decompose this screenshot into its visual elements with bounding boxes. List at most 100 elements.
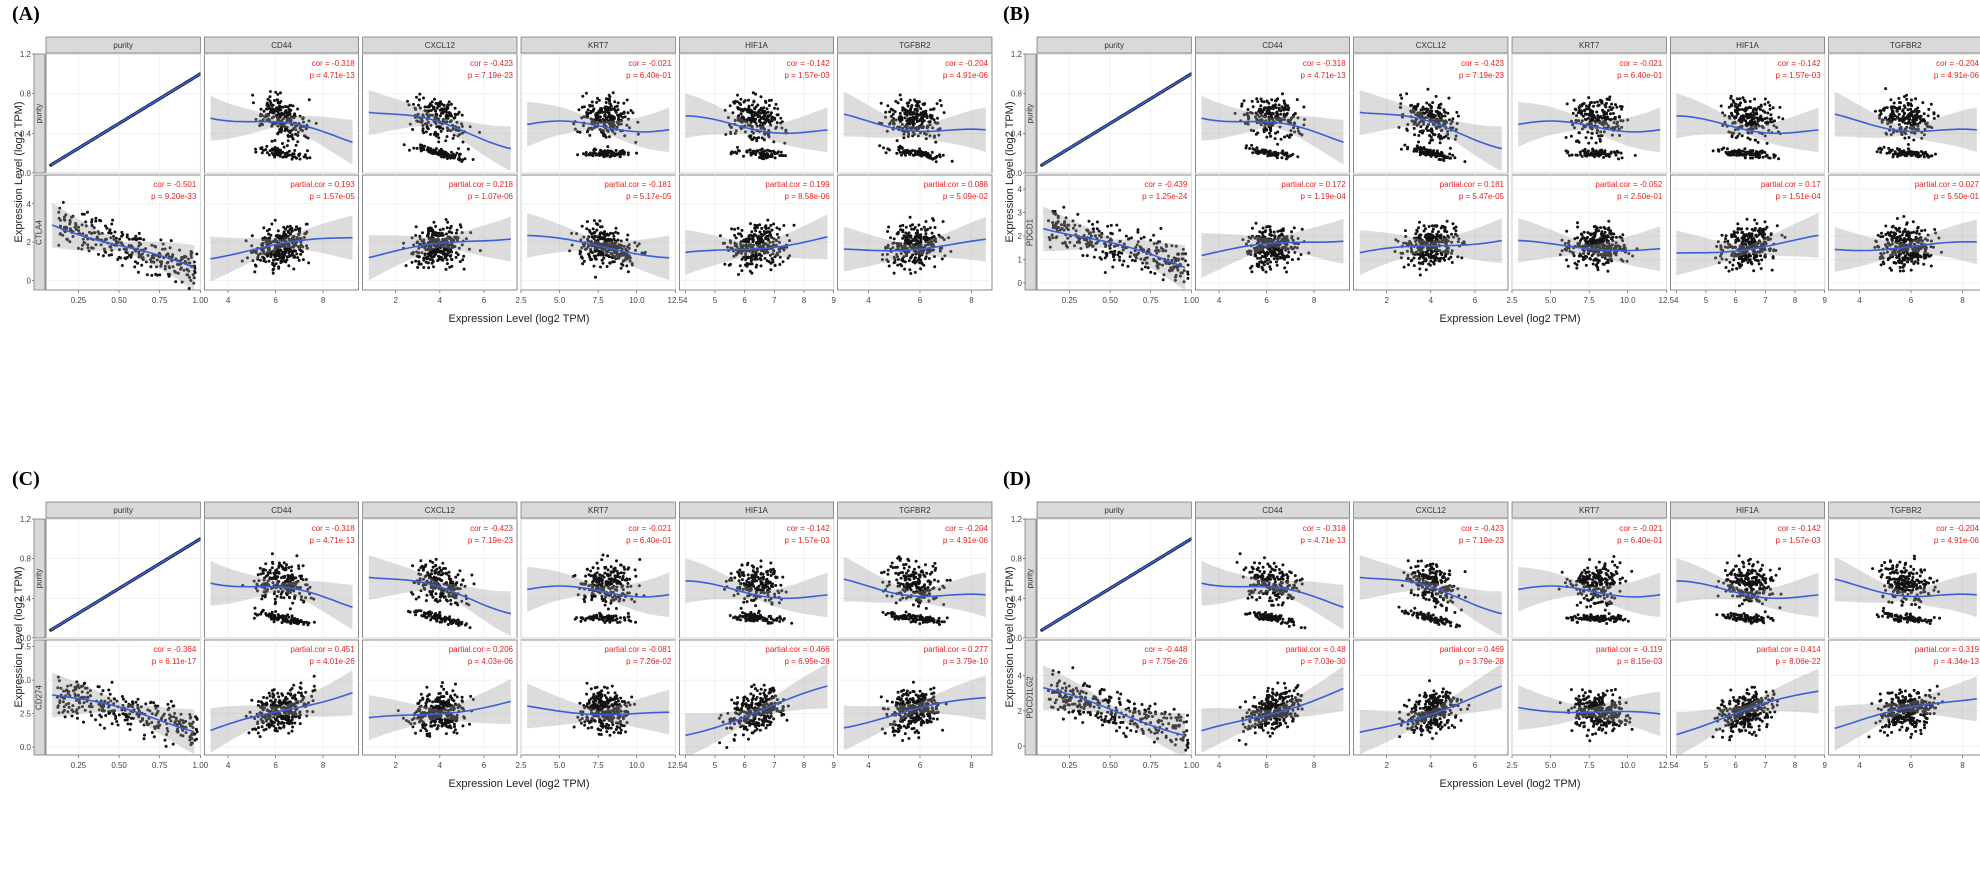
data-point xyxy=(447,100,451,104)
data-point xyxy=(1429,127,1433,131)
data-point xyxy=(130,251,134,255)
data-point xyxy=(1261,226,1265,230)
data-point xyxy=(1066,236,1070,240)
data-point xyxy=(161,242,165,246)
data-point xyxy=(176,271,180,275)
column-strip xyxy=(1036,36,1192,54)
data-point xyxy=(442,109,446,113)
data-point xyxy=(769,149,773,153)
data-point xyxy=(280,124,284,128)
data-point xyxy=(127,237,131,241)
data-point xyxy=(188,261,192,265)
data-point xyxy=(1264,229,1268,233)
y-tick-label: 2 xyxy=(1018,232,1023,241)
data-point xyxy=(911,125,914,129)
data-point xyxy=(626,111,630,115)
data-point xyxy=(1128,255,1132,259)
data-point xyxy=(240,259,244,263)
data-point xyxy=(187,287,191,290)
data-point xyxy=(286,113,290,117)
data-point xyxy=(453,245,457,249)
scatter-points xyxy=(1043,205,1190,290)
data-point xyxy=(1103,256,1107,260)
data-point xyxy=(915,107,919,111)
data-point xyxy=(460,124,464,128)
data-point xyxy=(445,258,449,262)
data-point xyxy=(615,125,619,129)
data-point xyxy=(759,111,763,115)
data-point xyxy=(273,139,277,142)
data-point xyxy=(767,129,771,132)
data-point xyxy=(627,126,631,130)
fit-line xyxy=(368,111,511,150)
data-point xyxy=(921,251,924,255)
data-point xyxy=(302,236,306,239)
data-point xyxy=(303,154,307,158)
data-point xyxy=(613,132,617,136)
data-point xyxy=(736,107,740,111)
data-point xyxy=(911,223,914,227)
data-point xyxy=(777,236,781,240)
data-point xyxy=(899,228,903,232)
data-point xyxy=(305,244,308,248)
data-point xyxy=(634,248,637,252)
column-strip-label: HIF1A xyxy=(745,41,768,50)
data-point xyxy=(911,149,914,152)
data-point xyxy=(612,237,616,241)
data-point xyxy=(449,102,453,106)
data-point xyxy=(307,261,311,265)
data-point xyxy=(916,250,920,254)
data-point xyxy=(919,258,923,262)
data-point xyxy=(927,257,931,260)
data-point xyxy=(280,122,284,126)
data-point xyxy=(301,258,305,262)
data-point xyxy=(878,144,882,148)
data-point xyxy=(149,258,152,262)
data-point xyxy=(609,231,612,235)
data-point xyxy=(254,264,258,268)
row-strip-label: CTLA4 xyxy=(35,220,44,245)
data-point xyxy=(769,111,773,115)
data-point xyxy=(614,230,618,234)
data-point xyxy=(746,237,750,241)
data-point xyxy=(1265,135,1269,139)
data-point xyxy=(1250,143,1254,147)
data-point xyxy=(61,233,65,237)
data-point xyxy=(1118,255,1122,259)
data-point xyxy=(299,128,303,132)
data-point xyxy=(288,117,291,121)
data-point xyxy=(902,246,906,250)
data-point xyxy=(1136,230,1140,234)
data-point xyxy=(755,139,759,143)
data-point xyxy=(767,230,771,234)
data-point xyxy=(898,118,901,121)
data-point xyxy=(586,108,590,112)
data-point xyxy=(581,262,585,266)
stat-p: p = 1.57e-03 xyxy=(785,71,831,80)
data-point xyxy=(767,133,770,136)
data-point xyxy=(581,94,585,98)
data-point xyxy=(726,245,729,249)
data-point xyxy=(417,255,421,259)
data-point xyxy=(619,246,622,250)
data-point xyxy=(1279,137,1283,141)
data-point xyxy=(305,149,309,153)
data-point xyxy=(927,120,931,124)
data-point xyxy=(122,247,126,251)
data-point xyxy=(107,231,111,235)
data-point xyxy=(435,238,439,241)
data-point xyxy=(1142,235,1146,239)
data-point xyxy=(611,260,614,264)
data-point xyxy=(272,264,276,268)
y-tick-label: 0.8 xyxy=(20,90,32,99)
data-point xyxy=(1272,152,1276,156)
data-point xyxy=(908,241,912,245)
data-point xyxy=(110,248,114,252)
data-point xyxy=(937,133,941,137)
data-point xyxy=(627,243,631,247)
y-tick-label: 0.4 xyxy=(1011,129,1023,138)
data-point xyxy=(935,121,939,125)
data-point xyxy=(634,140,638,144)
data-point xyxy=(195,252,199,256)
data-point xyxy=(607,135,611,139)
